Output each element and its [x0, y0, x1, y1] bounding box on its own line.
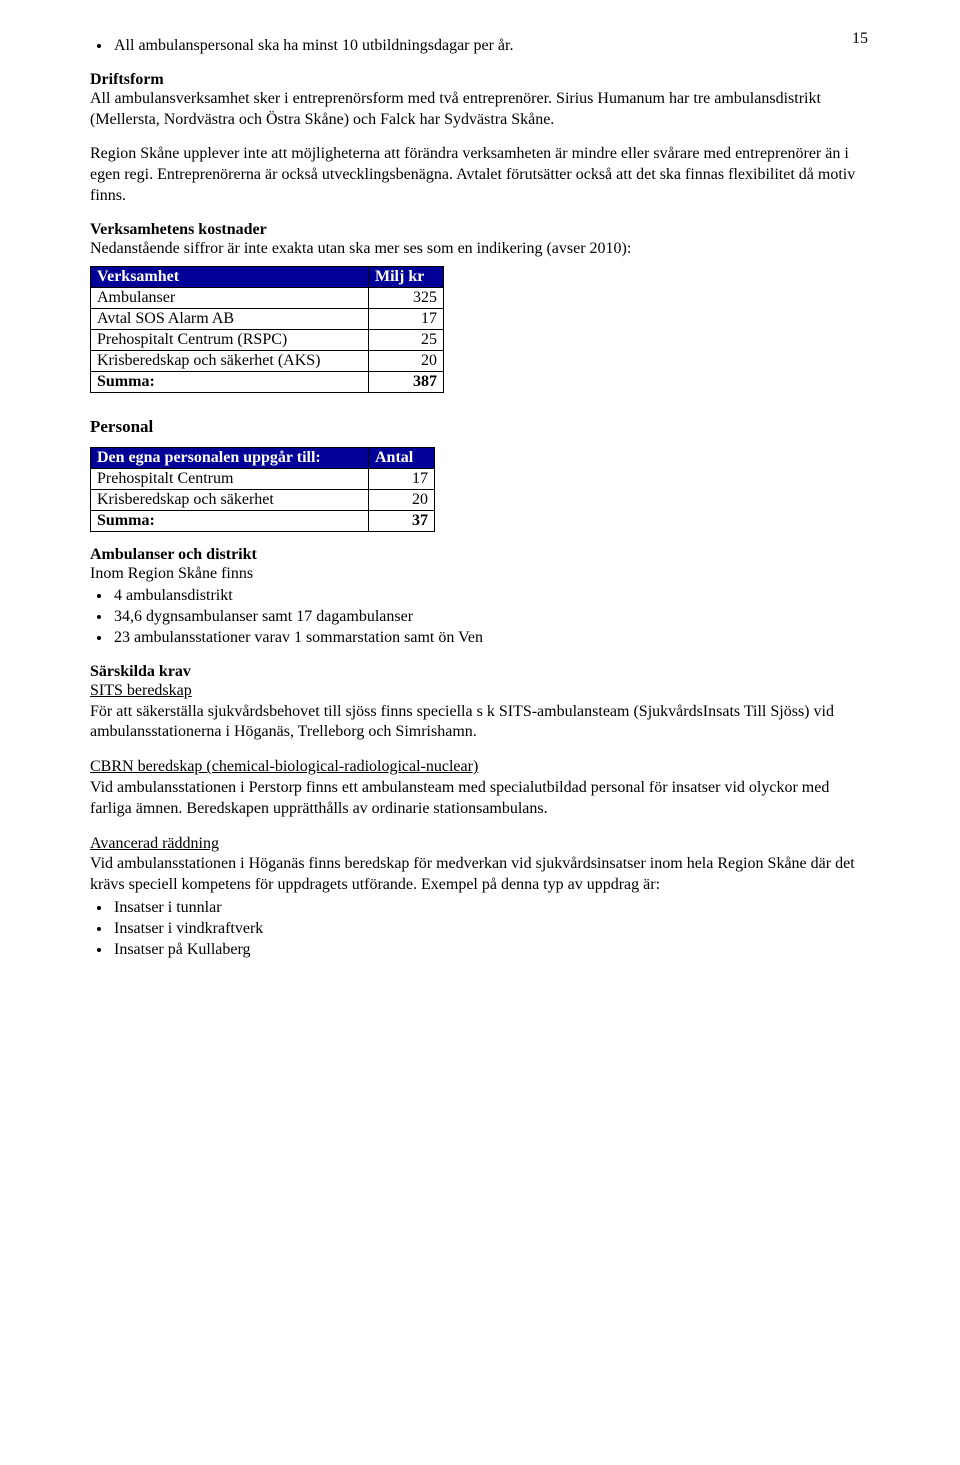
paragraph: Region Skåne upplever inte att möjlighet…: [90, 144, 870, 206]
table-cell: 25: [369, 329, 444, 350]
paragraph: All ambulansverksamhet sker i entreprenö…: [90, 89, 870, 131]
table-cell: Ambulanser: [91, 287, 369, 308]
table-cell: Summa:: [91, 371, 369, 392]
heading-kostnader: Verksamhetens kostnader: [90, 221, 870, 239]
table-header: Verksamhet: [91, 266, 369, 287]
table-cell: 20: [369, 489, 435, 510]
heading-driftsform: Driftsform: [90, 71, 870, 89]
list-item: Insatser på Kullaberg: [112, 940, 870, 961]
table-cell: Prehospitalt Centrum: [91, 468, 369, 489]
table-cell: Krisberedskap och säkerhet (AKS): [91, 350, 369, 371]
list-item: 34,6 dygnsambulanser samt 17 dagambulans…: [112, 607, 870, 628]
top-bullet-list: All ambulanspersonal ska ha minst 10 utb…: [90, 36, 870, 57]
heading-personal: Personal: [90, 417, 870, 437]
table-sum-row: Summa: 387: [91, 371, 444, 392]
table-row: Ambulanser 325: [91, 287, 444, 308]
table-header: Den egna personalen uppgår till:: [91, 447, 369, 468]
page-number: 15: [852, 30, 868, 48]
table-header-row: Den egna personalen uppgår till: Antal: [91, 447, 435, 468]
avancerad-list: Insatser i tunnlar Insatser i vindkraftv…: [90, 898, 870, 960]
page: 15 All ambulanspersonal ska ha minst 10 …: [0, 0, 960, 1465]
paragraph: För att säkerställa sjukvårdsbehovet til…: [90, 702, 870, 744]
table-cell: 37: [369, 510, 435, 531]
list-item: Insatser i tunnlar: [112, 898, 870, 919]
table-cell: Prehospitalt Centrum (RSPC): [91, 329, 369, 350]
kostnader-table: Verksamhet Milj kr Ambulanser 325 Avtal …: [90, 266, 444, 393]
list-item: All ambulanspersonal ska ha minst 10 utb…: [112, 36, 870, 57]
table-cell: 17: [369, 468, 435, 489]
list-item: Insatser i vindkraftverk: [112, 919, 870, 940]
table-cell: Summa:: [91, 510, 369, 531]
heading-ambulanser-distrikt: Ambulanser och distrikt: [90, 546, 870, 564]
table-sum-row: Summa: 37: [91, 510, 435, 531]
table-cell: Krisberedskap och säkerhet: [91, 489, 369, 510]
table-row: Krisberedskap och säkerhet (AKS) 20: [91, 350, 444, 371]
paragraph: Inom Region Skåne finns: [90, 564, 870, 585]
table-cell: 20: [369, 350, 444, 371]
table-row: Prehospitalt Centrum 17: [91, 468, 435, 489]
paragraph: Vid ambulansstationen i Höganäs finns be…: [90, 854, 870, 896]
table-cell: Avtal SOS Alarm AB: [91, 308, 369, 329]
table-cell: 387: [369, 371, 444, 392]
table-header: Antal: [369, 447, 435, 468]
paragraph: Vid ambulansstationen i Perstorp finns e…: [90, 778, 870, 820]
personal-table: Den egna personalen uppgår till: Antal P…: [90, 447, 435, 532]
table-row: Prehospitalt Centrum (RSPC) 25: [91, 329, 444, 350]
subheading-cbrn: CBRN beredskap (chemical-biological-radi…: [90, 757, 870, 778]
heading-sarskilda-krav: Särskilda krav: [90, 663, 870, 681]
table-header: Milj kr: [369, 266, 444, 287]
list-item: 4 ambulansdistrikt: [112, 586, 870, 607]
amb-distrikt-list: 4 ambulansdistrikt 34,6 dygnsambulanser …: [90, 586, 870, 648]
table-header-row: Verksamhet Milj kr: [91, 266, 444, 287]
table-cell: 325: [369, 287, 444, 308]
table-row: Krisberedskap och säkerhet 20: [91, 489, 435, 510]
subheading-sits: SITS beredskap: [90, 681, 870, 702]
table-cell: 17: [369, 308, 444, 329]
subheading-avancerad: Avancerad räddning: [90, 834, 870, 855]
paragraph: Nedanstående siffror är inte exakta utan…: [90, 239, 870, 260]
table-row: Avtal SOS Alarm AB 17: [91, 308, 444, 329]
list-item: 23 ambulansstationer varav 1 sommarstati…: [112, 628, 870, 649]
